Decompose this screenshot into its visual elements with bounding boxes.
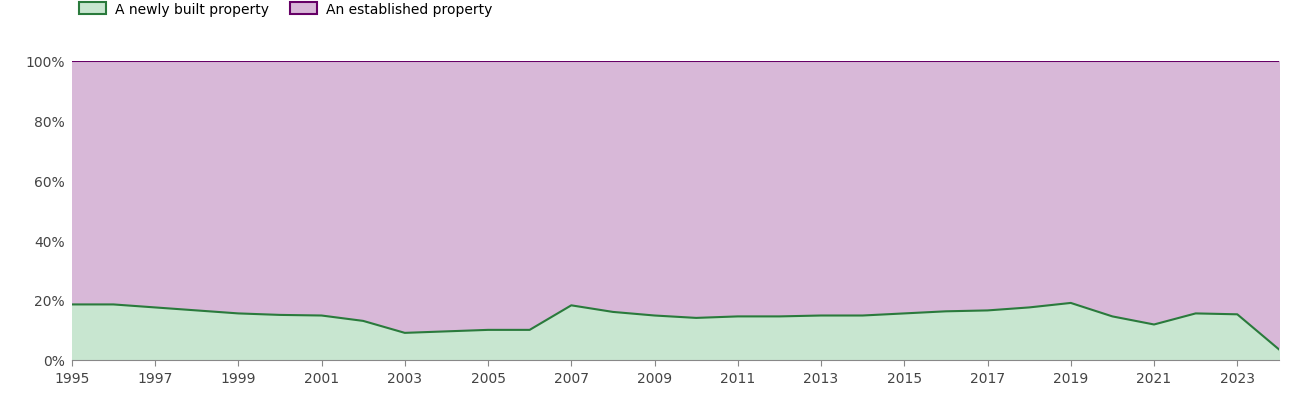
Legend: A newly built property, An established property: A newly built property, An established p… — [78, 2, 492, 16]
